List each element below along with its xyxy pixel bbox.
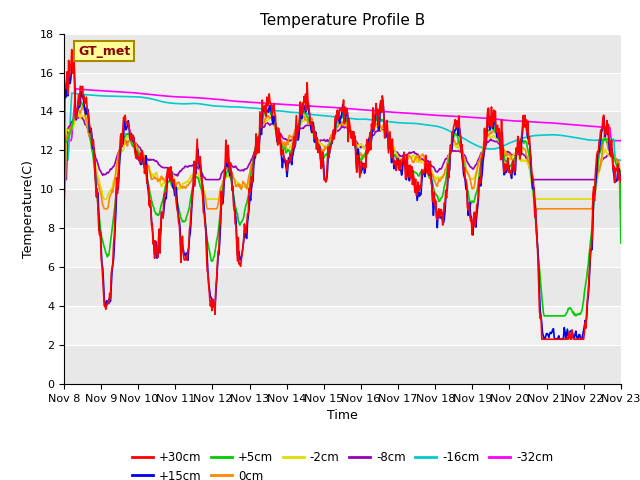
Bar bbox=[64, 306, 621, 345]
Text: GT_met: GT_met bbox=[78, 45, 130, 58]
Bar bbox=[64, 345, 621, 384]
Legend: +30cm, +15cm, +5cm, 0cm, -2cm, -8cm, -16cm, -32cm: +30cm, +15cm, +5cm, 0cm, -2cm, -8cm, -16… bbox=[127, 446, 558, 480]
Bar bbox=[64, 228, 621, 267]
Y-axis label: Temperature(C): Temperature(C) bbox=[22, 160, 35, 258]
Bar bbox=[64, 111, 621, 150]
Bar bbox=[64, 72, 621, 111]
Title: Temperature Profile B: Temperature Profile B bbox=[260, 13, 425, 28]
Bar bbox=[64, 34, 621, 72]
X-axis label: Time: Time bbox=[327, 409, 358, 422]
Bar bbox=[64, 189, 621, 228]
Bar bbox=[64, 267, 621, 306]
Bar bbox=[64, 150, 621, 189]
